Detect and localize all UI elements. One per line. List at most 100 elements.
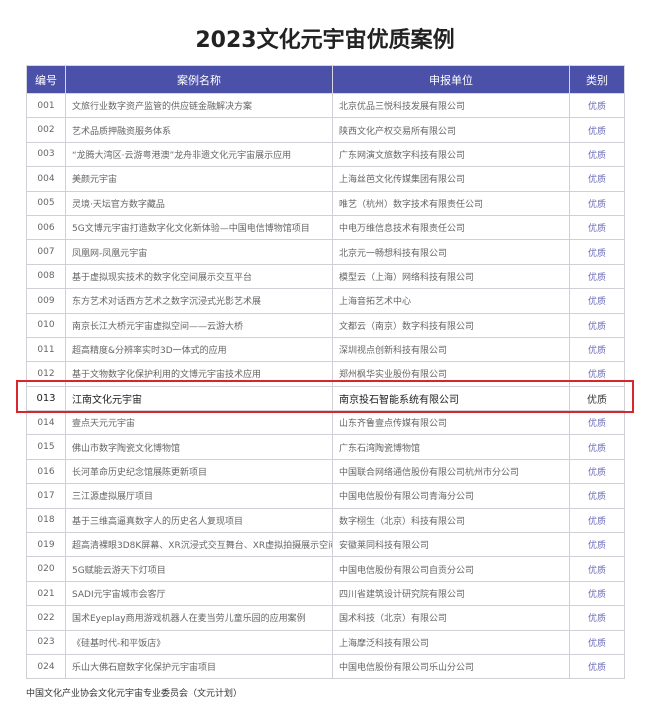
applicant-unit: 山东齐鲁壹点传媒有限公司 <box>332 410 570 436</box>
row-number: 009 <box>26 288 66 314</box>
row-number: 015 <box>26 434 66 460</box>
case-name: 国术Eyeplay商用游戏机器人在麦当劳儿童乐园的应用案例 <box>65 605 333 631</box>
applicant-unit: 文都云（南京）数字科技有限公司 <box>332 312 570 338</box>
category: 优质 <box>569 239 625 265</box>
table-row: 022 国术Eyeplay商用游戏机器人在麦当劳儿童乐园的应用案例 国术科技（北京）… <box>26 605 625 631</box>
applicant-unit: 北京元一畅想科技有限公司 <box>332 239 570 265</box>
case-name: 美颜元宇宙 <box>65 166 333 192</box>
table-row: 001 文旅行业数字资产监管的供应链金融解决方案 北京优品三悦科技发展有限公司 优质 <box>26 92 625 119</box>
row-number: 019 <box>26 532 66 558</box>
applicant-unit: 上海音拓艺术中心 <box>332 288 570 314</box>
case-name: 壹点天元元宇宙 <box>65 410 333 436</box>
applicant-unit: 中国电信股份有限公司青海分公司 <box>332 483 570 509</box>
row-number: 017 <box>26 483 66 509</box>
applicant-unit: 安徽莱同科技有限公司 <box>332 532 570 558</box>
case-name: 乐山大佛石窟数字化保护元宇宙项目 <box>65 653 333 680</box>
category: 优质 <box>569 458 625 485</box>
row-number: 014 <box>26 410 66 436</box>
category: 优质 <box>569 312 625 338</box>
case-name: 江南文化元宇宙 <box>65 385 333 412</box>
category: 优质 <box>569 288 625 314</box>
table-row: 012 基于文物数字化保护利用的文博元宇宙技术应用 郑州枫华实业股份有限公司 优质 <box>26 361 625 387</box>
category: 优质 <box>569 653 625 680</box>
column-header-number: 编号 <box>26 65 66 94</box>
row-number: 001 <box>26 92 66 119</box>
category: 优质 <box>569 92 625 119</box>
case-name: 基于虚拟现实技术的数字化空间展示交互平台 <box>65 263 333 290</box>
category: 优质 <box>569 141 625 168</box>
case-name: 凤凰网-凤凰元宇宙 <box>65 239 333 265</box>
row-number: 002 <box>26 117 66 143</box>
applicant-unit: 四川省建筑设计研究院有限公司 <box>332 580 570 607</box>
table-row: 023 《硅基时代-和平饭店》 上海摩泛科技有限公司 优质 <box>26 629 625 655</box>
row-number: 007 <box>26 239 66 265</box>
row-number: 006 <box>26 214 66 241</box>
case-name: SADI元宇宙城市会客厅 <box>65 580 333 607</box>
category: 优质 <box>569 556 625 582</box>
case-name: 《硅基时代-和平饭店》 <box>65 629 333 655</box>
category: 优质 <box>569 190 625 216</box>
case-name: 5G文博元宇宙打造数字化文化新体验—中国电信博物馆项目 <box>65 214 333 241</box>
table-row: 011 超高精度&分辨率实时3D一体式的应用 深圳视点创新科技有限公司 优质 <box>26 336 625 363</box>
column-header-case-name: 案例名称 <box>65 65 333 94</box>
applicant-unit: 陕西文化产权交易所有限公司 <box>332 117 570 143</box>
applicant-unit: 上海丝芭文化传媒集团有限公司 <box>332 166 570 192</box>
cases-table: 编号 案例名称 申报单位 类别 001 文旅行业数字资产监管的供应链金融解决方案北… <box>26 65 625 680</box>
applicant-unit: 中国联合网络通信股份有限公司杭州市分公司 <box>332 458 570 485</box>
case-name: 三江源虚拟展厅项目 <box>65 483 333 509</box>
case-name: 东方艺术对话西方艺术之数字沉浸式光影艺术展 <box>65 288 333 314</box>
table-row: 005 灵境·天坛官方数字藏品 唯艺（杭州）数字技术有限责任公司 优质 <box>26 190 625 216</box>
applicant-unit: 模型云（上海）网络科技有限公司 <box>332 263 570 290</box>
case-name: “龙腾大湾区·云游粤港澳”龙舟非遗文化元宇宙展示应用 <box>65 141 333 168</box>
table-header-row: 编号 案例名称 申报单位 类别 <box>26 65 625 94</box>
category: 优质 <box>569 214 625 241</box>
table-row: 020 5G赋能云游天下灯项目 中国电信股份有限公司自贡分公司 优质 <box>26 556 625 582</box>
table-row: 003 “龙腾大湾区·云游粤港澳”龙舟非遗文化元宇宙展示应用 广东网演文旅数字科技有… <box>26 141 625 168</box>
table-row: 015 佛山市数字陶瓷文化博物馆 广东石湾陶瓷博物馆 优质 <box>26 434 625 460</box>
category: 优质 <box>569 532 625 558</box>
applicant-unit: 唯艺（杭州）数字技术有限责任公司 <box>332 190 570 216</box>
table-row: 008 基于虚拟现实技术的数字化空间展示交互平台 模型云（上海）网络科技有限公司 优质 <box>26 263 625 290</box>
table-row: 021 SADI元宇宙城市会客厅 四川省建筑设计研究院有限公司 优质 <box>26 580 625 607</box>
category: 优质 <box>569 117 625 143</box>
case-name: 灵境·天坛官方数字藏品 <box>65 190 333 216</box>
applicant-unit: 数字栩生（北京）科技有限公司 <box>332 507 570 534</box>
row-number: 023 <box>26 629 66 655</box>
column-header-category: 类别 <box>569 65 625 94</box>
row-number: 008 <box>26 263 66 290</box>
case-name: 基于三维高逼真数字人的历史名人复现项目 <box>65 507 333 534</box>
case-name: 佛山市数字陶瓷文化博物馆 <box>65 434 333 460</box>
case-name: 南京长江大桥元宇宙虚拟空间——云游大桥 <box>65 312 333 338</box>
table-row: 006 5G文博元宇宙打造数字化文化新体验—中国电信博物馆项目 中电万维信息技术有限… <box>26 214 625 241</box>
applicant-unit: 中国电信股份有限公司自贡分公司 <box>332 556 570 582</box>
applicant-unit: 北京优品三悦科技发展有限公司 <box>332 92 570 119</box>
case-name: 5G赋能云游天下灯项目 <box>65 556 333 582</box>
case-name: 基于文物数字化保护利用的文博元宇宙技术应用 <box>65 361 333 387</box>
row-number: 024 <box>26 653 66 680</box>
applicant-unit: 中国电信股份有限公司乐山分公司 <box>332 653 570 680</box>
row-number: 010 <box>26 312 66 338</box>
table-row: 009 东方艺术对话西方艺术之数字沉浸式光影艺术展 上海音拓艺术中心 优质 <box>26 288 625 314</box>
category: 优质 <box>569 336 625 363</box>
category: 优质 <box>569 385 625 412</box>
table-row: 004 美颜元宇宙 上海丝芭文化传媒集团有限公司 优质 <box>26 166 625 192</box>
category: 优质 <box>569 263 625 290</box>
case-name: 超高清裸眼3D8K屏幕、XR沉浸式交互舞台、XR虚拟拍摄展示空间 <box>65 532 333 558</box>
row-number: 005 <box>26 190 66 216</box>
footer-source: 中国文化产业协会文化元宇宙专业委员会（文元计划） <box>26 689 243 699</box>
category: 优质 <box>569 361 625 387</box>
table-row: 017 三江源虚拟展厅项目 中国电信股份有限公司青海分公司 优质 <box>26 483 625 509</box>
row-number: 016 <box>26 458 66 485</box>
category: 优质 <box>569 166 625 192</box>
page-title: 2023文化元宇宙优质案例 <box>195 28 455 53</box>
category: 优质 <box>569 483 625 509</box>
applicant-unit: 中电万维信息技术有限责任公司 <box>332 214 570 241</box>
case-name: 超高精度&分辨率实时3D一体式的应用 <box>65 336 333 363</box>
row-number: 012 <box>26 361 66 387</box>
category: 优质 <box>569 434 625 460</box>
row-number: 022 <box>26 605 66 631</box>
table-row: 019 超高清裸眼3D8K屏幕、XR沉浸式交互舞台、XR虚拟拍摄展示空间 安徽莱同科… <box>26 532 625 558</box>
applicant-unit: 南京投石智能系统有限公司 <box>332 385 570 412</box>
category: 优质 <box>569 605 625 631</box>
table-row: 010 南京长江大桥元宇宙虚拟空间——云游大桥 文都云（南京）数字科技有限公司 优质 <box>26 312 625 338</box>
